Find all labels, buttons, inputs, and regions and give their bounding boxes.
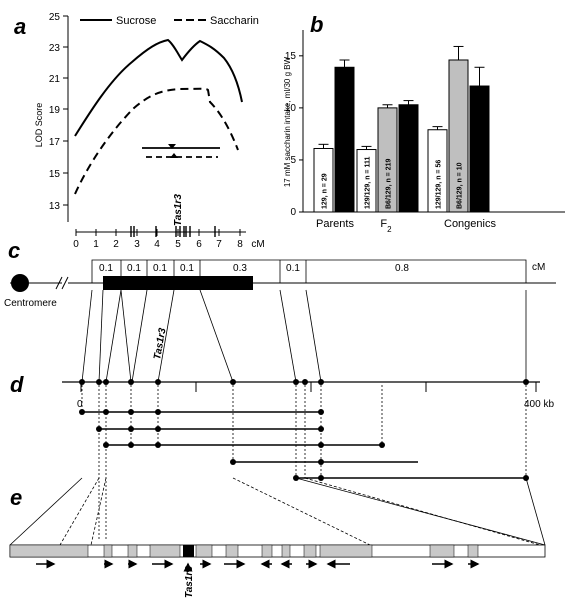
- legend-saccharin-label: Saccharin: [210, 15, 259, 27]
- svg-text:6: 6: [196, 239, 202, 250]
- svg-text:1: 1: [93, 239, 99, 250]
- svg-text:4: 4: [154, 239, 160, 250]
- svg-text:0.1: 0.1: [127, 263, 141, 274]
- legend-sucrose-label: Sucrose: [116, 15, 156, 27]
- panel-b: b 17 mM saccharin intake, ml/30 g BW 0 5 1…: [283, 12, 565, 234]
- confidence-intervals: [142, 144, 220, 158]
- bac-clones: [82, 411, 526, 479]
- tas1r3-label-a: Tas1r3: [173, 194, 184, 226]
- cm-unit-label: cM: [251, 239, 264, 250]
- centromere-label: Centromere: [4, 298, 57, 309]
- intake-bar-label: 129, n = 29: [322, 173, 329, 209]
- interval-labels: 0.1 0.1 0.1 0.1 0.3 0.1 0.8: [99, 263, 409, 274]
- physical-map-markers: [79, 379, 529, 385]
- intake-bar-label: 129/129, n = 56: [436, 160, 443, 209]
- bac-clone-ends: [79, 409, 529, 481]
- lod-tick: 25: [49, 12, 61, 23]
- panel-e-label: e: [10, 485, 22, 510]
- saccharin-peak-marker: [170, 153, 178, 158]
- lod-tick: 13: [49, 201, 61, 212]
- intake-bar-label: B6/B6, n = 123: [407, 161, 414, 209]
- lod-tick: 17: [49, 137, 61, 148]
- lod-legend: Sucrose Saccharin: [80, 15, 259, 27]
- intake-group-subscript: 2: [387, 225, 392, 234]
- physical-map-ticks: [80, 382, 537, 392]
- intake-bar-label: B6/129, n = 10: [457, 162, 464, 209]
- panel-b-label: b: [310, 12, 323, 37]
- physical-map-start: 0: [77, 399, 83, 410]
- svg-text:0.1: 0.1: [286, 263, 300, 274]
- panel-d: d 0 400 kb: [9, 372, 554, 546]
- intake-bar-label: 129/129, n = 111: [365, 157, 372, 209]
- tas1r3-label-c: Tas1r3: [152, 327, 168, 361]
- cm-axis-ticks: [75, 229, 241, 236]
- centromere-dot: [11, 274, 29, 292]
- d-to-e-dashed: [59, 477, 541, 546]
- intake-bar-chart: 0 5 10 15 129, n = 29 B6, n = 19 129/129, n = …: [285, 30, 565, 234]
- intake-bar-label: B6, n = 19: [343, 176, 350, 209]
- panel-d-label: d: [10, 372, 24, 397]
- svg-text:5: 5: [175, 239, 181, 250]
- lod-y-ticks: [63, 15, 68, 206]
- sequence-track: [9, 544, 546, 558]
- sucrose-curve: [74, 38, 243, 137]
- intake-y-tick-label: 5: [290, 155, 296, 166]
- lod-tick: 19: [49, 105, 61, 116]
- sucrose-peak-marker: [168, 144, 176, 149]
- intake-y-tick-label: 15: [285, 51, 297, 62]
- intake-y-tick-label: 10: [285, 103, 297, 114]
- lod-tick: 23: [49, 43, 61, 54]
- d-to-e-connectors: [9, 477, 546, 546]
- panel-c-label: c: [8, 238, 20, 263]
- lod-y-tick-labels: 25 23 21 19 17 15 13: [49, 12, 61, 212]
- chromosome-break-mark: [55, 276, 63, 290]
- svg-text:0.1: 0.1: [180, 263, 194, 274]
- svg-text:7: 7: [216, 239, 222, 250]
- intake-y-tick-label: 0: [290, 207, 296, 218]
- intake-bar-label: B6/129, n = 219: [386, 158, 393, 209]
- svg-text:0.8: 0.8: [395, 263, 409, 274]
- intake-bar-label: B6/B6, n = 6: [478, 169, 485, 209]
- panel-a-label: a: [14, 14, 26, 39]
- c-to-d-connectors: [81, 289, 527, 383]
- tas1r3-label-e: Tas1r3: [184, 566, 195, 598]
- intake-group-label: Congenics: [444, 218, 496, 230]
- svg-text:0.1: 0.1: [99, 263, 113, 274]
- lod-axis-label: LOD Score: [34, 103, 44, 148]
- lod-tick: 21: [49, 74, 61, 85]
- svg-text:3: 3: [134, 239, 140, 250]
- panel-e: e: [9, 485, 546, 598]
- chromosome-unit-label: cM: [532, 262, 545, 273]
- svg-text:0: 0: [73, 239, 79, 250]
- svg-text:2: 2: [113, 239, 119, 250]
- interval-bracket: [91, 259, 527, 283]
- critical-region-bar: [103, 276, 253, 290]
- intake-group-label: F2: [380, 218, 392, 234]
- lod-tick: 15: [49, 169, 61, 180]
- cm-axis-labels: 0 1 2 3 4 5 6 7 8 cM: [73, 239, 264, 250]
- tas1r3-gene-box: [183, 545, 194, 557]
- panel-a: a LOD Score 25 23 21 19 17 15 13 Sucrose: [14, 12, 265, 250]
- saccharin-curve: [74, 87, 239, 195]
- chromosome-break-mark: [61, 276, 69, 290]
- svg-text:8: 8: [237, 239, 243, 250]
- cm-markers: [130, 226, 216, 237]
- panel-c: c Centromere cM 0.1 0.1 0.1 0.1 0.3 0.1 …: [4, 238, 556, 383]
- svg-text:0.3: 0.3: [233, 263, 247, 274]
- svg-text:0.1: 0.1: [153, 263, 167, 274]
- intake-axis-label: 17 mM saccharin intake, ml/30 g BW: [283, 56, 292, 187]
- sequence-features: [9, 544, 479, 558]
- physical-map-end: 400 kb: [524, 399, 554, 410]
- intake-group-label: Parents: [316, 218, 354, 230]
